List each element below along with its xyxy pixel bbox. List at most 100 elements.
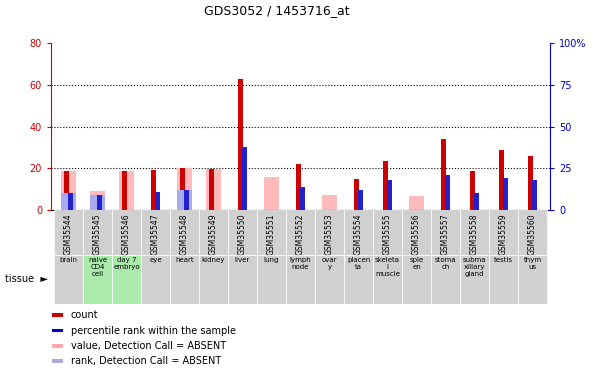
Text: testis: testis: [494, 257, 513, 263]
Text: sple
en: sple en: [409, 257, 424, 270]
Bar: [64, 171, 69, 210]
Bar: [409, 196, 424, 210]
Bar: [180, 168, 185, 210]
Bar: [489, 210, 518, 255]
Text: lung: lung: [264, 257, 279, 263]
Bar: [52, 329, 63, 332]
Bar: [431, 255, 460, 304]
Bar: [445, 175, 450, 210]
Bar: [141, 255, 170, 304]
Text: GSM35545: GSM35545: [93, 214, 102, 255]
Bar: [97, 195, 102, 210]
Text: eye: eye: [149, 257, 162, 263]
Bar: [528, 156, 533, 210]
Bar: [300, 187, 305, 210]
Bar: [441, 139, 446, 210]
Text: GSM35547: GSM35547: [151, 214, 160, 255]
Bar: [54, 210, 83, 255]
Bar: [90, 195, 105, 210]
Text: GSM35554: GSM35554: [354, 214, 363, 255]
Bar: [402, 255, 431, 304]
Bar: [518, 210, 547, 255]
Bar: [90, 191, 105, 210]
Bar: [373, 210, 402, 255]
Text: subma
xillary
gland: subma xillary gland: [463, 257, 486, 278]
Text: naive
CD4
cell: naive CD4 cell: [88, 257, 107, 278]
Bar: [322, 195, 338, 210]
Text: GSM35544: GSM35544: [64, 214, 73, 255]
Bar: [52, 314, 63, 317]
Text: kidney: kidney: [202, 257, 225, 263]
Text: GSM35551: GSM35551: [267, 214, 276, 255]
Bar: [199, 255, 228, 304]
Text: percentile rank within the sample: percentile rank within the sample: [71, 326, 236, 336]
Text: skeleta
l
muscle: skeleta l muscle: [375, 257, 400, 278]
Bar: [499, 150, 504, 210]
Bar: [206, 170, 222, 210]
Bar: [344, 255, 373, 304]
Bar: [358, 190, 364, 210]
Bar: [61, 171, 76, 210]
Bar: [52, 344, 63, 348]
Bar: [83, 255, 112, 304]
Text: tissue  ►: tissue ►: [5, 274, 48, 284]
Bar: [61, 194, 76, 210]
Bar: [286, 255, 315, 304]
Bar: [112, 210, 141, 255]
Bar: [209, 170, 214, 210]
Text: day 7
embryo: day 7 embryo: [113, 257, 140, 270]
Bar: [286, 210, 315, 255]
Bar: [170, 210, 199, 255]
Bar: [257, 255, 286, 304]
Bar: [383, 161, 388, 210]
Text: GSM35550: GSM35550: [238, 214, 247, 255]
Bar: [83, 210, 112, 255]
Bar: [518, 255, 547, 304]
Bar: [170, 255, 199, 304]
Text: stoma
ch: stoma ch: [435, 257, 456, 270]
Text: GSM35548: GSM35548: [180, 214, 189, 255]
Text: lymph
node: lymph node: [290, 257, 311, 270]
Bar: [121, 171, 127, 210]
Bar: [118, 171, 135, 210]
Bar: [474, 194, 480, 210]
Bar: [177, 168, 192, 210]
Bar: [54, 255, 83, 304]
Text: GSM35559: GSM35559: [499, 214, 508, 255]
Bar: [503, 178, 508, 210]
Bar: [431, 210, 460, 255]
Bar: [228, 210, 257, 255]
Bar: [68, 194, 73, 210]
Text: GDS3052 / 1453716_at: GDS3052 / 1453716_at: [204, 4, 349, 17]
Bar: [242, 147, 248, 210]
Text: ovar
y: ovar y: [322, 257, 337, 270]
Bar: [387, 180, 392, 210]
Text: rank, Detection Call = ABSENT: rank, Detection Call = ABSENT: [71, 356, 221, 366]
Bar: [532, 180, 537, 210]
Bar: [141, 210, 170, 255]
Text: count: count: [71, 310, 99, 320]
Text: GSM35552: GSM35552: [296, 214, 305, 255]
Text: brain: brain: [59, 257, 78, 263]
Bar: [263, 177, 279, 210]
Bar: [460, 210, 489, 255]
Bar: [344, 210, 373, 255]
Bar: [296, 164, 300, 210]
Text: GSM35546: GSM35546: [122, 214, 131, 255]
Bar: [228, 255, 257, 304]
Bar: [469, 171, 475, 210]
Text: GSM35549: GSM35549: [209, 214, 218, 255]
Text: GSM35553: GSM35553: [325, 214, 334, 255]
Bar: [199, 210, 228, 255]
Bar: [112, 255, 141, 304]
Bar: [315, 210, 344, 255]
Bar: [184, 190, 189, 210]
Bar: [373, 255, 402, 304]
Bar: [151, 170, 156, 210]
Text: liver: liver: [235, 257, 250, 263]
Bar: [257, 210, 286, 255]
Text: GSM35556: GSM35556: [412, 214, 421, 255]
Text: placen
ta: placen ta: [347, 257, 370, 270]
Bar: [460, 255, 489, 304]
Bar: [155, 192, 160, 210]
